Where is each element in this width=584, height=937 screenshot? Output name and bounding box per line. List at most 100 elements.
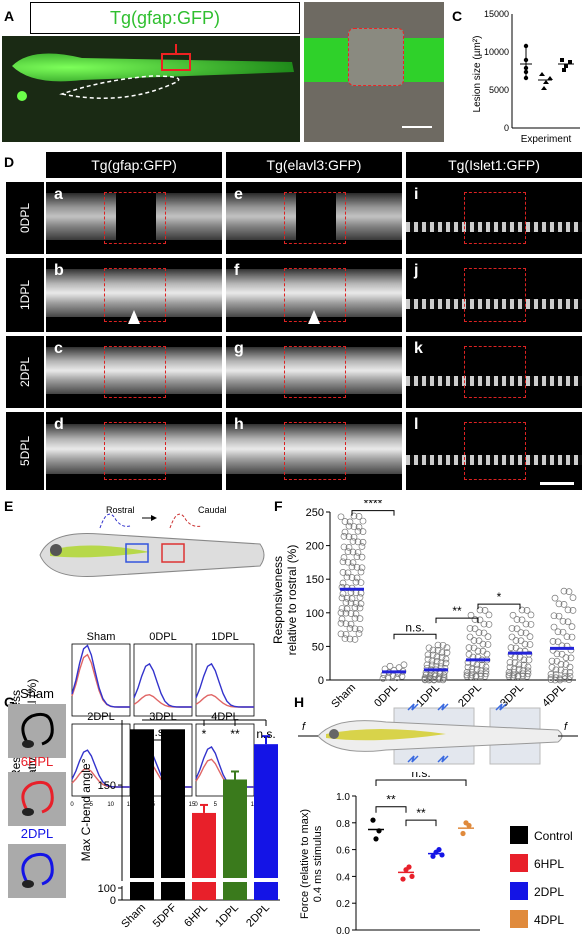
g-ylabel: Max C-bend angle°	[79, 758, 93, 861]
lesion-box	[284, 422, 346, 480]
f-point	[338, 615, 346, 623]
g-image-label-sham: Sham	[20, 686, 54, 701]
panel-d-row-2: 2DPL	[6, 336, 44, 408]
f-point	[517, 637, 525, 645]
h-point	[406, 864, 412, 870]
f-point	[355, 630, 363, 637]
panel-c-ytick-0: 0	[504, 123, 509, 133]
f-point	[421, 676, 429, 684]
panel-c-ytick-2: 10000	[484, 47, 509, 57]
f-point	[347, 620, 355, 628]
f-point	[463, 673, 471, 680]
micrograph-i: i	[406, 182, 582, 254]
f-point	[466, 633, 474, 641]
f-point	[353, 553, 361, 561]
f-annotation: **	[452, 604, 462, 618]
f-point	[356, 625, 364, 633]
f-point	[515, 665, 523, 673]
panel-d-col-elavl3: Tg(elavl3:GFP)	[226, 152, 402, 178]
f-ytick: 50	[312, 641, 324, 653]
f-point	[470, 644, 478, 652]
f-point	[485, 621, 493, 628]
h-ytick: 0.2	[336, 899, 350, 910]
f-point	[348, 595, 356, 603]
panel-c-lesion-chart: Lesion size (µm²) 0 5000 10000 15000 Exp…	[472, 9, 580, 145]
f-point	[344, 548, 352, 555]
f-point	[563, 633, 571, 641]
h-point	[430, 853, 436, 859]
micrograph-letter-a: a	[54, 186, 63, 203]
f-point	[340, 554, 348, 561]
g-image-label-2dpl: 2DPL	[20, 826, 54, 841]
micrograph-letter-i: i	[414, 186, 419, 203]
f-point	[559, 628, 567, 636]
f-point	[439, 641, 447, 649]
f-point	[512, 644, 520, 652]
f-point	[547, 676, 555, 683]
f-point	[521, 640, 529, 648]
micrograph-letter-d: d	[54, 416, 64, 433]
f-point	[554, 628, 562, 636]
f-point	[357, 600, 365, 608]
f-point	[347, 610, 355, 617]
f-ytick: 150	[306, 574, 324, 586]
trace-title: 2DPL	[87, 711, 115, 723]
trace-frame	[71, 643, 131, 717]
f-point	[343, 605, 351, 613]
lesion-box	[464, 346, 526, 398]
trace-line	[195, 662, 254, 708]
f-point	[507, 644, 515, 652]
f-point	[471, 625, 479, 633]
f-point	[526, 641, 534, 648]
lesion-box	[284, 192, 346, 244]
panel-label-e: E	[4, 498, 14, 514]
f-point	[339, 579, 347, 587]
f-point	[564, 606, 572, 614]
f-point	[518, 606, 526, 614]
micrograph-c: c	[46, 336, 222, 408]
f-point	[355, 523, 363, 531]
trace-frame	[133, 643, 193, 717]
g-xtick: 1DPL	[213, 902, 241, 930]
f-point	[351, 614, 359, 622]
panel-label-c: C	[452, 8, 463, 24]
micrograph-letter-l: l	[414, 416, 419, 433]
g-ytick: 0	[110, 895, 116, 907]
f-point	[522, 620, 530, 628]
f-bracket	[351, 510, 395, 516]
f-point	[440, 671, 448, 679]
f-point	[386, 662, 394, 670]
micrograph-letter-e: e	[234, 186, 243, 203]
h-annotation: n.s.	[411, 772, 430, 780]
f-point	[340, 532, 348, 540]
f-point	[350, 512, 358, 520]
f-point	[524, 667, 532, 675]
f-point	[467, 673, 475, 680]
trace-title: Sham	[87, 631, 116, 643]
panel-a-title-box: Tg(gfap:GFP)	[30, 2, 300, 34]
g-ytick: 150	[98, 780, 116, 792]
f-annotation: ****	[364, 500, 383, 511]
h-point	[460, 830, 466, 837]
f-point	[435, 676, 443, 683]
h-legend-label: 4DPL	[534, 913, 564, 927]
g-annotation: *	[202, 727, 207, 741]
f-annotation: *	[497, 590, 502, 604]
f-point	[349, 538, 357, 545]
panel-h-force-left: f	[302, 721, 306, 733]
f-point	[351, 636, 359, 643]
f-point	[482, 667, 490, 675]
f-point	[343, 594, 351, 602]
f-point	[379, 675, 387, 682]
f-point	[555, 612, 563, 620]
panel-d-col-gfap: Tg(gfap:GFP)	[46, 152, 222, 178]
panel-c-xlabel: Experiment	[521, 134, 572, 145]
f-point	[337, 513, 345, 521]
micrograph-j: j	[406, 258, 582, 332]
micrograph-h: h	[226, 412, 402, 490]
f-point	[342, 609, 350, 617]
f-point	[340, 543, 348, 551]
f-point	[517, 629, 525, 636]
f-point	[339, 590, 347, 597]
f-point	[482, 663, 490, 671]
